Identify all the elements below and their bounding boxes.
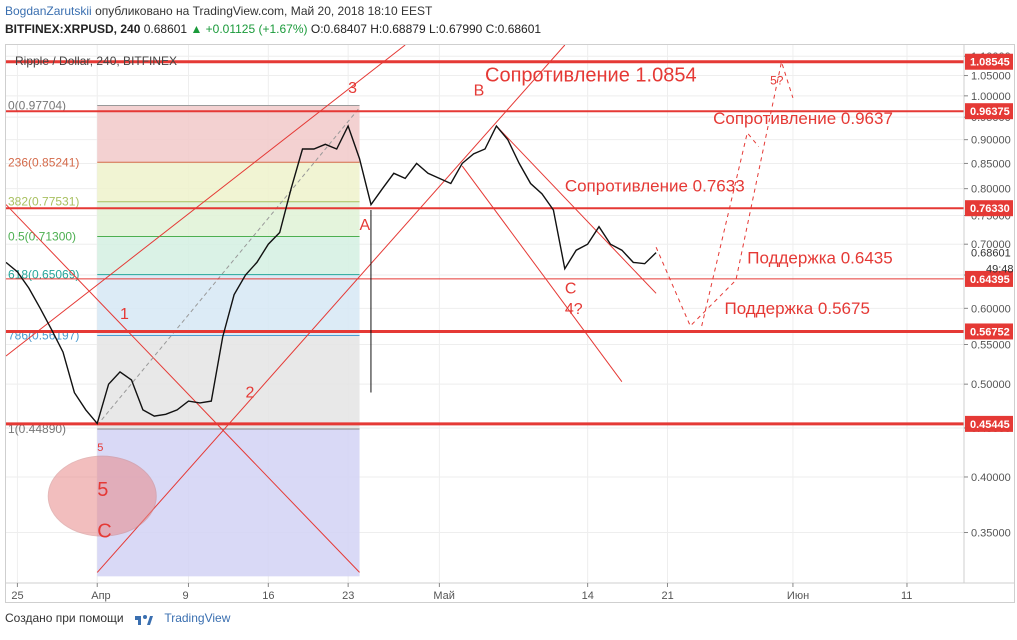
- level-price-badge: [965, 200, 1013, 217]
- level-price-label: 1.08545: [970, 57, 1010, 69]
- tradingview-link[interactable]: TradingView: [164, 611, 231, 625]
- x-tick-label: 14: [582, 590, 594, 602]
- annotation-label: 5: [97, 479, 108, 501]
- x-tick-label: 21: [661, 590, 673, 602]
- level-price-badge: [965, 270, 1013, 287]
- trend-line: [496, 125, 657, 294]
- level-price-label: 0.96375: [970, 106, 1010, 118]
- y-tick-label: 1.05000: [971, 71, 1011, 83]
- projection-path: [655, 59, 794, 327]
- x-tick-label: 23: [342, 590, 354, 602]
- price-scale: [964, 45, 1014, 583]
- level-price-badge: [965, 323, 1013, 340]
- annotation-label: A: [360, 217, 371, 234]
- price-line: [6, 124, 657, 425]
- ohlc-values: O:0.68407 H:0.68879 L:0.67990 C:0.68601: [310, 22, 542, 36]
- fib-level-label: 0.5(0.71300): [8, 230, 76, 244]
- y-tick-label: 0.90000: [971, 135, 1011, 147]
- y-tick-label: 1.00000: [971, 91, 1011, 103]
- fib-level-label: 1(0.44890): [8, 422, 66, 436]
- wave-five-circle: [47, 455, 157, 537]
- annotation-label: Сопротивление 0.9637: [713, 109, 893, 128]
- fib-zone: [97, 105, 360, 163]
- fib-level-label: 0(0.97704): [8, 98, 66, 112]
- fib-level-label: 618(0.65069): [8, 268, 79, 282]
- footer: Создано при помощи TradingView: [5, 611, 230, 625]
- level-price-label: 0.45445: [970, 419, 1010, 431]
- annotation-label: 3: [348, 80, 357, 97]
- trend-line: [96, 107, 360, 426]
- y-tick-label: 0.70000: [971, 239, 1011, 251]
- fib-level-label: 382(0.77531): [8, 195, 79, 209]
- annotation-label: Сопротивление 1.0854: [485, 65, 697, 87]
- annotation-label: C: [565, 280, 577, 297]
- level-price-badge: [965, 415, 1013, 432]
- tradingview-logo-icon: [134, 614, 153, 625]
- symbol-header: BITFINEX:XRPUSD, 240 0.68601 ▲ +0.01125 …: [5, 22, 541, 36]
- x-tick-label: Апр: [91, 590, 110, 602]
- annotation-label: 5?: [770, 73, 784, 87]
- annotation-label: 1: [120, 306, 129, 323]
- author-name[interactable]: BogdanZarutskii: [5, 4, 92, 18]
- y-tick-label: 0.55000: [971, 340, 1011, 352]
- countdown-label: 49:48: [986, 264, 1014, 276]
- price-chart[interactable]: 0(0.97704) 236(0.85241) 382(0.77531) 0.5(0.…: [6, 45, 1014, 602]
- trend-line: [6, 204, 360, 573]
- annotation-label: C: [97, 520, 111, 542]
- x-tick-label: 25: [11, 590, 23, 602]
- chart-panel[interactable]: 0(0.97704) 236(0.85241) 382(0.77531) 0.5(0.…: [5, 44, 1015, 603]
- y-tick-label: 0.35000: [971, 528, 1011, 540]
- fib-zone: [97, 274, 360, 336]
- projection-path: [701, 131, 760, 327]
- level-price-label: 0.56752: [970, 326, 1010, 338]
- annotation-label: B: [474, 82, 485, 99]
- fib-zone: [97, 335, 360, 430]
- fib-level-label: 236(0.85241): [8, 155, 79, 169]
- level-price-badge: [965, 53, 1013, 70]
- x-tick-label: Май: [433, 590, 455, 602]
- y-tick-label: 0.85000: [971, 158, 1011, 170]
- last-price: 0.68601: [143, 22, 188, 36]
- symbol-label: BITFINEX:XRPUSD, 240: [5, 22, 141, 36]
- annotation-label: 2: [246, 385, 255, 402]
- x-tick-label: 9: [182, 590, 188, 602]
- chart-publish-info: BogdanZarutskii опубликовано на TradingV…: [5, 4, 432, 18]
- price-change: ▲ +0.01125 (+1.67%): [190, 22, 308, 36]
- publish-text: опубликовано на TradingView.com, Май 20,…: [95, 4, 433, 18]
- annotation-label: Поддержка 0.6435: [747, 249, 892, 268]
- x-tick-label: 16: [262, 590, 274, 602]
- fib-zone: [97, 162, 360, 202]
- trend-line: [6, 45, 406, 357]
- y-tick-label: 0.60000: [971, 303, 1011, 315]
- chart-title: Ripple / Dollar, 240, BITFINEX: [15, 54, 177, 68]
- trend-line: [96, 45, 566, 573]
- x-tick-label: Июн: [787, 590, 809, 602]
- fib-zone: [97, 201, 360, 237]
- fib-zone: [97, 236, 360, 275]
- current-price-label: 0.68601: [971, 248, 1011, 260]
- annotation-label: 4?: [565, 301, 583, 318]
- level-price-label: 0.64395: [970, 274, 1010, 286]
- created-with-text: Создано при помощи: [5, 611, 124, 625]
- annotation-label: 5: [97, 442, 103, 454]
- y-tick-label: 0.50000: [971, 379, 1011, 391]
- annotation-label: Поддержка 0.5675: [725, 299, 870, 318]
- y-tick-label: 0.80000: [971, 184, 1011, 196]
- level-price-badge: [965, 103, 1013, 120]
- x-tick-label: 11: [901, 590, 912, 602]
- trend-line: [461, 165, 623, 382]
- annotation-label: Сопротивление 0.7633: [565, 176, 745, 195]
- y-tick-label: 0.40000: [971, 472, 1011, 484]
- level-price-label: 0.76330: [970, 203, 1010, 215]
